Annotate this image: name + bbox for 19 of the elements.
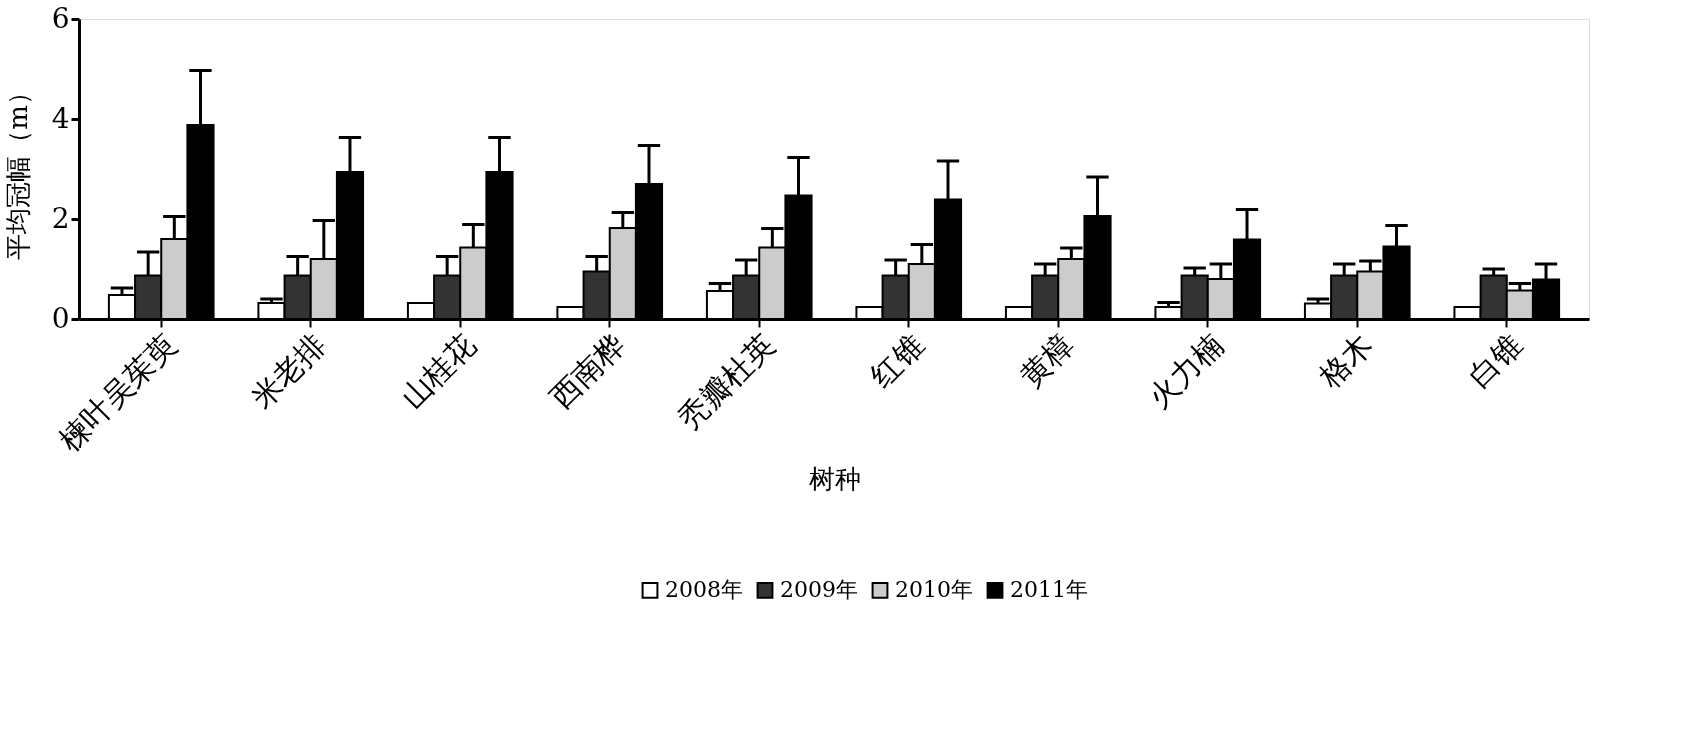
y-tick-label: 6 (51, 1, 70, 35)
x-tick-label: 西南桦 (543, 326, 632, 416)
x-axis-title: 树种 (808, 463, 861, 494)
legend-label: 2009年 (780, 577, 858, 603)
y-axis-title: 平均冠幅（m） (2, 79, 33, 260)
y-tick-label: 0 (51, 301, 70, 335)
x-tick-label: 白锥 (1461, 326, 1529, 394)
legend-label: 2010年 (895, 577, 973, 603)
y-tick-label: 4 (51, 101, 70, 135)
x-tick-label: 格木 (1311, 326, 1380, 395)
x-tick-label: 红锥 (863, 326, 931, 394)
legend-label: 2011年 (1010, 577, 1088, 603)
x-tick-label: 山桂花 (393, 326, 483, 416)
x-tick-label: 黄樟 (1013, 326, 1081, 394)
x-tick-label: 秃瓣杜英 (671, 326, 782, 437)
y-tick-label: 2 (51, 201, 70, 235)
legend-label: 2008年 (665, 577, 743, 603)
x-tick-label: 火力楠 (1141, 326, 1230, 416)
x-tick-label: 米老排 (244, 326, 333, 416)
